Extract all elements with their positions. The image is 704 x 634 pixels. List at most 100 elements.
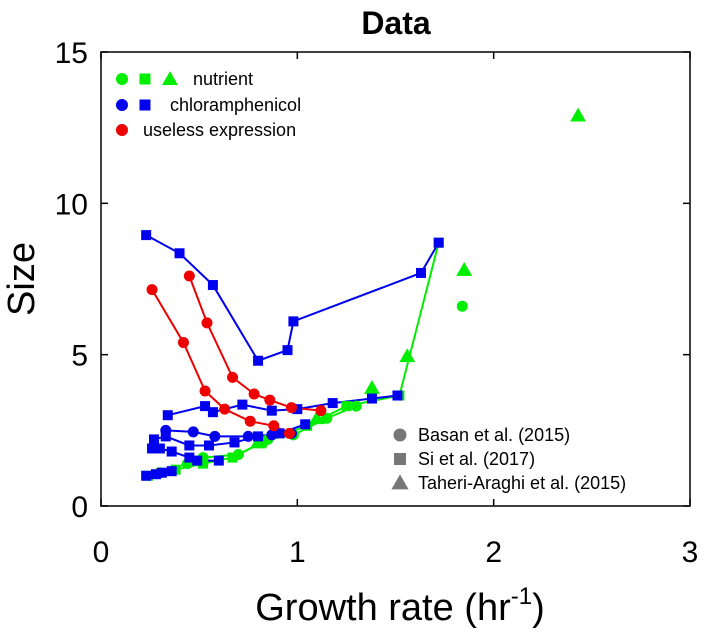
- data-point-chloramphenicol-square: [166, 446, 177, 457]
- data-point-chloramphenicol-square: [327, 398, 338, 409]
- data-point-chloramphenicol-square: [203, 440, 214, 451]
- data-point-chloramphenicol-square: [229, 437, 240, 448]
- data-point-chloramphenicol-square: [416, 267, 427, 278]
- data-point-chloramphenicol-square: [174, 248, 185, 259]
- x-axis-label-superscript: -1: [511, 583, 532, 610]
- y-tick-label: 10: [55, 188, 88, 221]
- legend-label-nutrient: nutrient: [193, 69, 253, 89]
- y-tick-label: 0: [71, 491, 88, 524]
- data-point-useless-circle: [146, 284, 158, 296]
- data-point-chloramphenicol-square: [366, 393, 377, 404]
- data-point-chloramphenicol-square: [141, 470, 152, 481]
- data-point-nutrient-circle: [456, 300, 468, 312]
- legend-marker-chloramphenicol: [116, 99, 128, 111]
- data-point-chloramphenicol-square: [150, 469, 161, 480]
- data-point-useless-circle: [315, 405, 327, 417]
- series-line-chloramphenicol: [145, 234, 440, 362]
- x-axis-label: Growth rate (hr-1): [255, 583, 545, 629]
- data-point-useless-circle: [201, 317, 213, 329]
- data-point-useless-circle: [177, 337, 189, 349]
- chart-title: Data: [361, 5, 431, 41]
- data-point-useless-circle: [248, 388, 260, 400]
- data-point-nutrient-triangle: [456, 262, 473, 276]
- x-axis-label-close: ): [532, 587, 545, 629]
- x-tick-label: 0: [93, 536, 110, 569]
- data-point-nutrient-triangle: [250, 434, 266, 449]
- data-point-chloramphenicol-square: [162, 410, 173, 421]
- y-axis-label: Size: [1, 242, 43, 316]
- plot-area-frame: [100, 51, 691, 507]
- y-tick-label: 15: [55, 37, 88, 70]
- data-point-chloramphenicol-circle: [187, 426, 199, 438]
- data-point-chloramphenicol-square: [166, 466, 177, 477]
- data-point-chloramphenicol-circle: [209, 430, 221, 442]
- legend-source-marker-square: [394, 453, 406, 465]
- data-point-chloramphenicol-square: [184, 440, 195, 451]
- data-point-chloramphenicol-square: [184, 452, 195, 463]
- data-point-chloramphenicol-square: [288, 316, 299, 327]
- data-point-nutrient-triangle: [570, 107, 587, 122]
- data-point-chloramphenicol-square: [192, 455, 203, 466]
- data-point-useless-circle: [264, 394, 276, 406]
- data-point-chloramphenicol-square: [207, 407, 218, 418]
- legend-source-label: Basan et al. (2015): [418, 425, 570, 445]
- data-point-chloramphenicol-square: [160, 431, 171, 442]
- legend-source-label: Si et al. (2017): [418, 449, 535, 469]
- data-point-chloramphenicol-square: [200, 401, 211, 412]
- data-point-chloramphenicol-circle: [160, 424, 172, 436]
- legend-marker-useless-expression: [116, 124, 128, 136]
- data-point-nutrient-triangle: [309, 410, 325, 425]
- axis-ticks: 0 1 2 3 0 5 10 15: [55, 37, 699, 569]
- data-point-chloramphenicol-square: [207, 280, 218, 291]
- legend-data-sources: Basan et al. (2015) Si et al. (2017) Taher…: [391, 425, 626, 493]
- data-point-chloramphenicol-square: [147, 443, 158, 454]
- data-point-nutrient-square: [341, 401, 352, 412]
- x-tick-label: 3: [682, 536, 699, 569]
- x-axis-label-main: Growth rate (hr: [255, 587, 511, 629]
- data-point-useless-circle: [268, 420, 280, 432]
- data-point-nutrient-square: [227, 452, 238, 463]
- data-point-chloramphenicol-square: [149, 434, 160, 445]
- data-point-chloramphenicol-square: [253, 355, 264, 366]
- data-point-chloramphenicol-square: [282, 345, 293, 356]
- data-point-nutrient-triangle: [364, 380, 380, 394]
- data-point-chloramphenicol-square: [237, 399, 248, 410]
- data-point-chloramphenicol-square: [266, 405, 277, 416]
- data-point-chloramphenicol-square: [213, 455, 224, 466]
- data-point-useless-circle: [219, 403, 231, 415]
- data-point-useless-circle: [283, 427, 295, 439]
- data-point-nutrient-circle: [321, 412, 333, 424]
- legend-label-chloramphenicol: chloramphenicol: [170, 95, 301, 115]
- data-point-useless-circle: [285, 402, 297, 414]
- legend-marker-nutrient: [162, 71, 178, 85]
- data-point-chloramphenicol-square: [156, 467, 167, 478]
- data-point-useless-circle: [183, 270, 195, 282]
- y-tick-label: 5: [71, 340, 88, 373]
- x-tick-label: 1: [289, 536, 306, 569]
- data-point-chloramphenicol-square: [292, 404, 303, 415]
- legend-color-groups: nutrient chloramphenicol useless expressio…: [116, 69, 301, 140]
- data-point-nutrient-triangle: [399, 348, 416, 363]
- legend-label-useless-expression: useless expression: [143, 120, 296, 140]
- legend-source-label: Taheri-Araghi et al. (2015): [418, 473, 626, 493]
- data-markers: [141, 107, 587, 481]
- legend-marker-nutrient: [139, 73, 151, 85]
- data-point-nutrient-circle: [350, 400, 362, 412]
- legend-marker-chloramphenicol: [139, 99, 151, 111]
- data-point-useless-circle: [227, 371, 239, 383]
- data-point-chloramphenicol-circle: [242, 430, 254, 442]
- data-point-chloramphenicol-square: [433, 237, 444, 248]
- data-point-useless-circle: [244, 415, 256, 427]
- data-point-chloramphenicol-square: [274, 428, 285, 439]
- data-point-chloramphenicol-square: [253, 431, 264, 442]
- legend-marker-nutrient: [116, 73, 128, 85]
- data-point-chloramphenicol-square: [154, 443, 165, 454]
- data-point-nutrient-square: [198, 458, 209, 469]
- data-point-chloramphenicol-square: [392, 390, 403, 401]
- data-point-chloramphenicol-square: [300, 419, 311, 430]
- data-point-chloramphenicol-circle: [266, 429, 278, 441]
- legend-source-marker-triangle: [391, 474, 409, 490]
- x-tick-label: 2: [485, 536, 502, 569]
- legend-source-marker-circle: [393, 428, 407, 442]
